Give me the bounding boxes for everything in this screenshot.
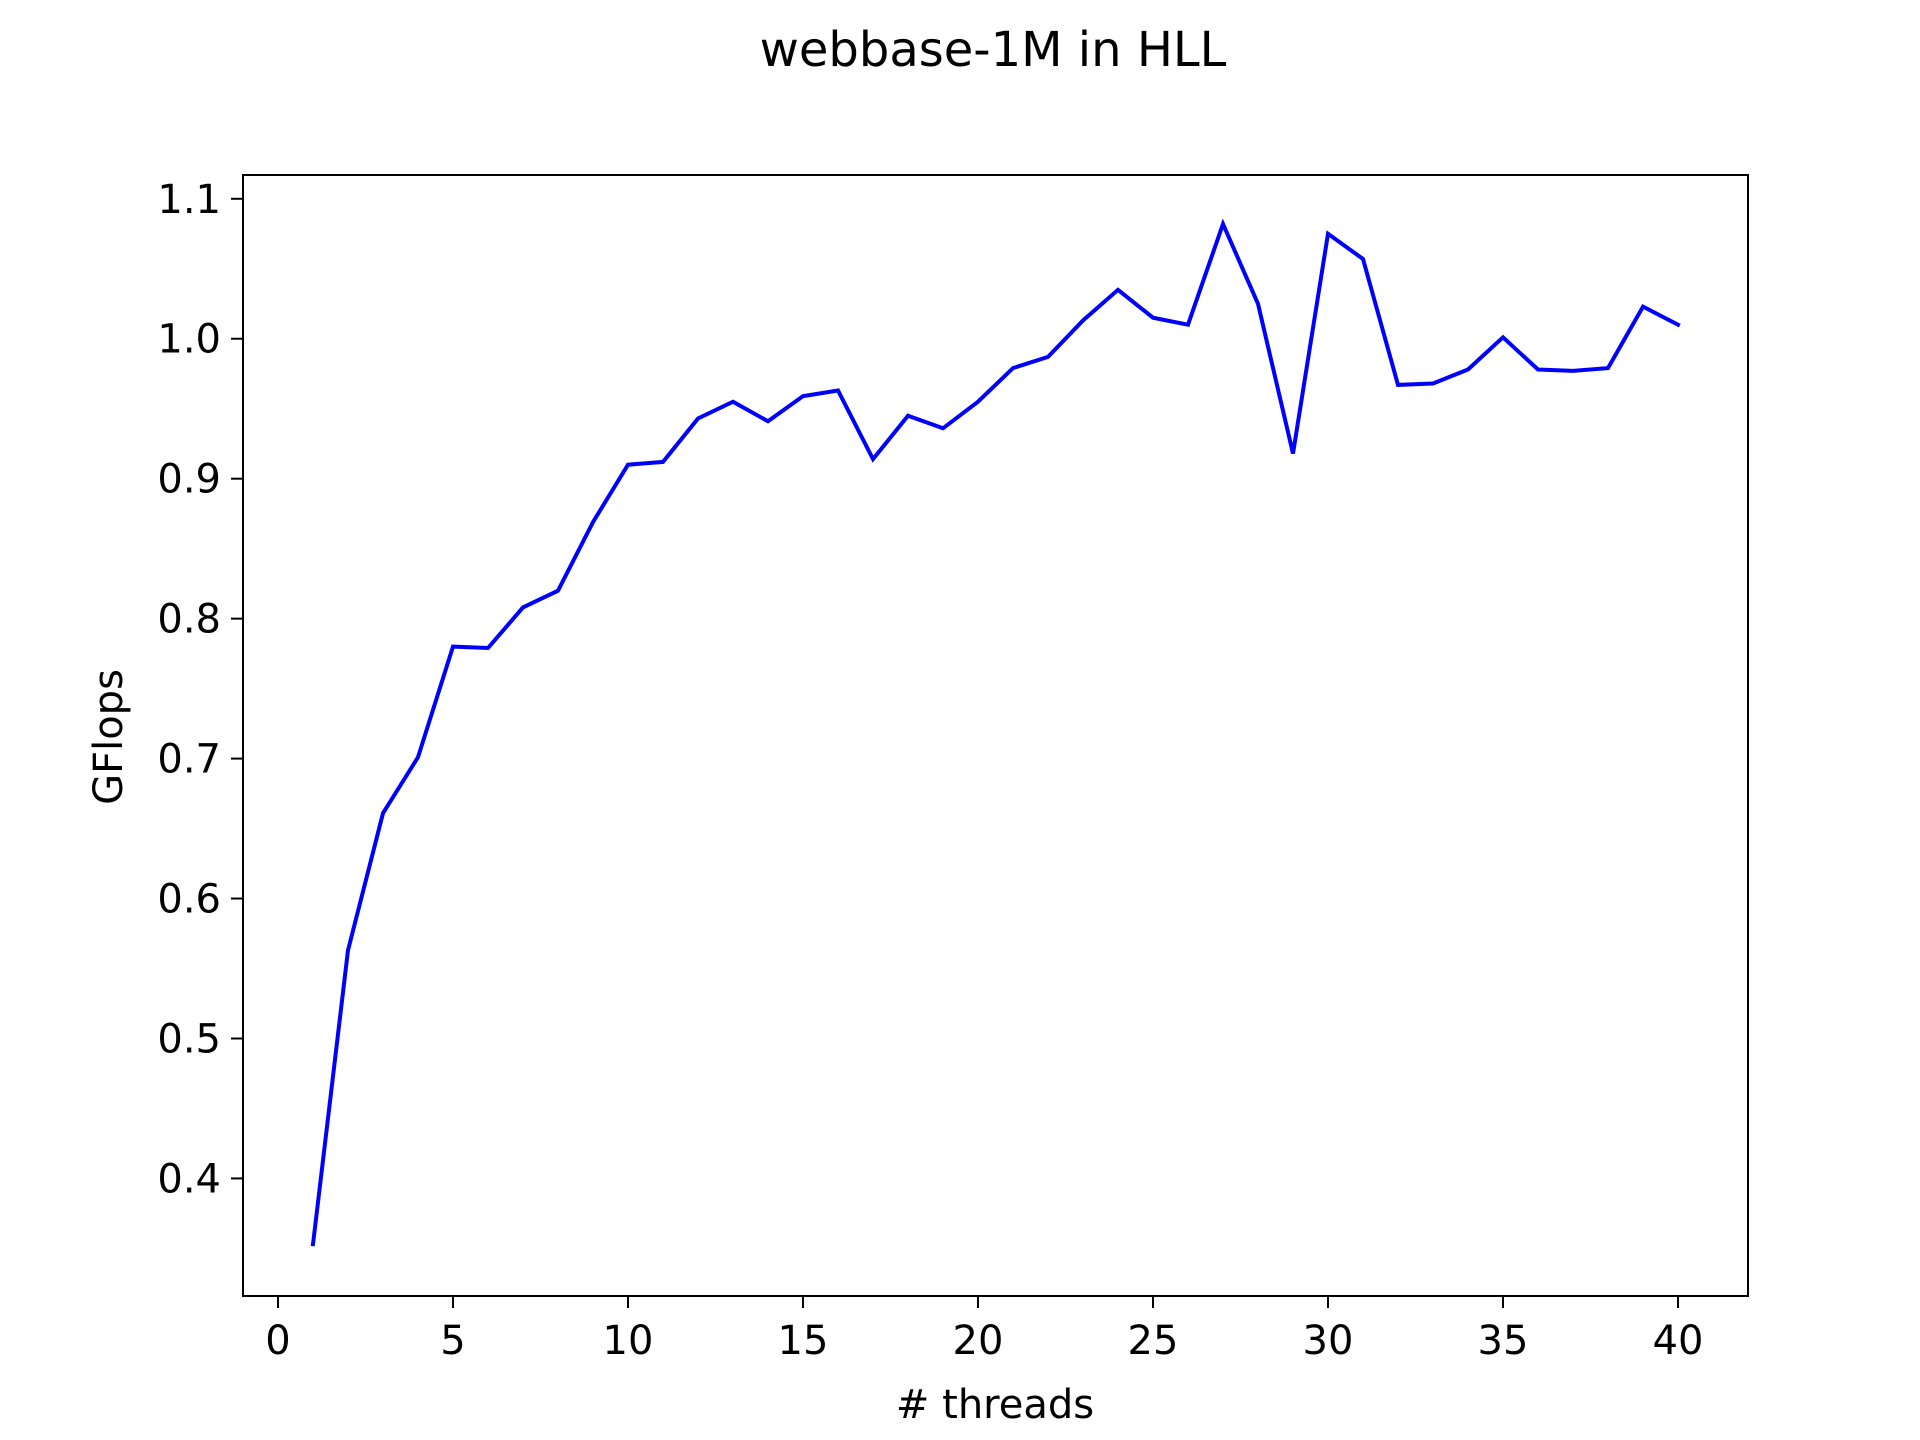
y-tick-label: 0.7 [157, 737, 221, 783]
x-axis-ticks: 0 5 10 15 20 25 30 35 40 [265, 1296, 1703, 1364]
y-tick-label: 1.0 [157, 317, 221, 363]
x-tick-label: 35 [1478, 1318, 1529, 1364]
x-tick-label: 30 [1303, 1318, 1354, 1364]
y-tick-label: 0.5 [157, 1016, 221, 1062]
series-line-0 [310, 218, 1681, 1247]
x-axis-label: # threads [896, 1382, 1094, 1428]
y-axis-label: GFlops [86, 669, 132, 805]
x-tick-label: 20 [953, 1318, 1004, 1364]
x-tick-label: 40 [1653, 1318, 1704, 1364]
x-tick-label: 0 [265, 1318, 290, 1364]
y-tick-label: 1.1 [157, 177, 221, 223]
x-tick-label: 15 [778, 1318, 829, 1364]
y-axis-ticks: 0.4 0.5 0.6 0.7 0.8 0.9 1.0 1.1 [157, 177, 243, 1202]
x-tick-label: 5 [440, 1318, 465, 1364]
y-tick-label: 0.9 [157, 457, 221, 503]
y-tick-label: 0.6 [157, 877, 221, 923]
chart-title: webbase-1M in HLL [760, 22, 1227, 78]
series-layer [310, 218, 1681, 1247]
x-tick-label: 10 [603, 1318, 654, 1364]
y-tick-label: 0.4 [157, 1156, 221, 1202]
x-tick-label: 25 [1128, 1318, 1179, 1364]
y-tick-label: 0.8 [157, 597, 221, 643]
plot-area-frame [242, 174, 1749, 1297]
